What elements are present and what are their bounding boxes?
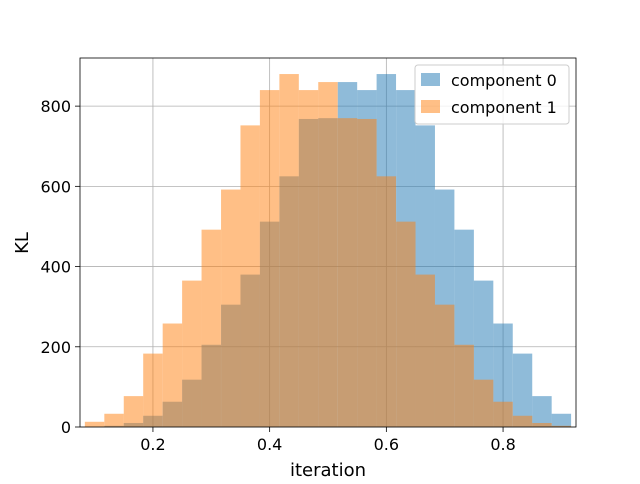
- legend-label-component-0: component 0: [451, 71, 557, 90]
- bar-component-1: [298, 90, 319, 427]
- bar-component-1: [84, 421, 105, 427]
- bar-component-1: [337, 118, 358, 428]
- bar-component-1: [221, 189, 241, 427]
- x-tick-label: 0.2: [140, 435, 165, 454]
- bar-component-1: [415, 274, 435, 427]
- y-tick-label: 0: [61, 418, 71, 437]
- plot-frame: [79, 57, 577, 428]
- histogram-bars: [84, 74, 572, 428]
- bar-component-1: [123, 396, 144, 427]
- axis-ticks: 0.2 0.4 0.6 0.8 0 200 400 600 800: [40, 97, 515, 454]
- bar-component-1: [318, 82, 338, 427]
- legend-swatch-component-1: [421, 100, 440, 113]
- y-tick-label: 200: [40, 338, 71, 357]
- y-tick-label: 400: [40, 258, 71, 277]
- y-tick-label: 600: [40, 177, 71, 196]
- x-tick-label: 0.8: [490, 435, 515, 454]
- x-tick-label: 0.6: [374, 435, 399, 454]
- legend-label-component-1: component 1: [451, 98, 557, 117]
- x-tick-label: 0.4: [257, 435, 282, 454]
- bar-component-1: [259, 90, 280, 427]
- bar-component-0: [532, 396, 552, 427]
- bar-component-1: [396, 221, 416, 427]
- bar-component-0: [551, 413, 572, 427]
- bar-component-1: [182, 280, 202, 427]
- bar-component-1: [551, 425, 572, 427]
- legend: component 0 component 1: [414, 64, 570, 125]
- series-component-1: [84, 74, 572, 428]
- bar-component-1: [143, 353, 163, 427]
- y-tick-label: 800: [40, 97, 71, 116]
- bar-component-1: [357, 118, 377, 428]
- bar-component-1: [279, 74, 299, 427]
- legend-box: [414, 64, 570, 125]
- bar-component-1: [493, 401, 513, 427]
- bar-component-0: [493, 323, 513, 427]
- bar-component-1: [512, 415, 533, 427]
- x-axis-label: iteration: [290, 460, 366, 480]
- bar-component-0: [512, 353, 533, 427]
- bar-component-1: [201, 229, 221, 427]
- bar-component-1: [104, 413, 124, 427]
- bar-component-1: [240, 125, 260, 428]
- bar-component-1: [532, 422, 552, 427]
- legend-swatch-component-0: [421, 73, 440, 86]
- y-axis-label: KL: [12, 232, 33, 254]
- bar-component-1: [162, 323, 183, 427]
- bar-component-1: [454, 344, 474, 427]
- bar-component-1: [376, 176, 397, 427]
- bar-component-1: [473, 379, 494, 427]
- bar-component-1: [434, 304, 455, 427]
